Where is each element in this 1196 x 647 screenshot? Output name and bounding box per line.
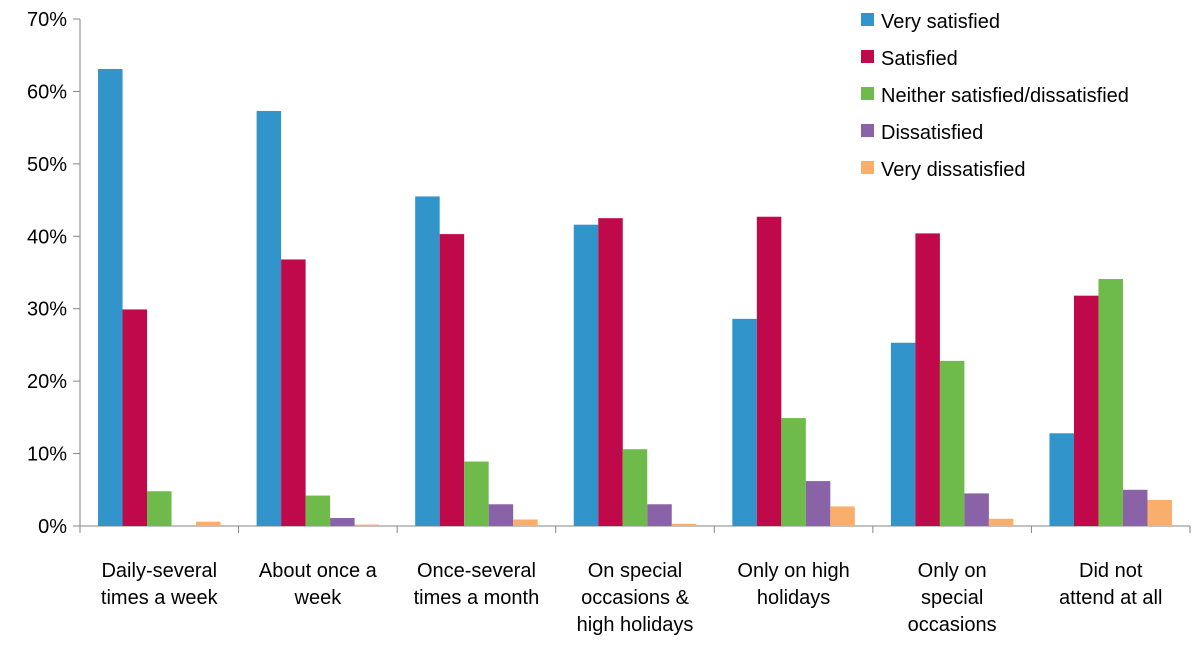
y-axis: 0% 10% 20% 30% 40% 50% 60% 70% xyxy=(27,9,81,538)
category-label: Daily-several times a week xyxy=(101,560,219,609)
bar xyxy=(647,504,672,526)
bars xyxy=(98,68,1172,527)
bar xyxy=(196,521,221,526)
y-tick-label: 30% xyxy=(27,299,67,321)
bar xyxy=(598,218,623,526)
bar xyxy=(1073,295,1099,526)
bar xyxy=(147,491,172,526)
bar xyxy=(805,481,831,526)
legend-swatch xyxy=(861,13,874,26)
bar xyxy=(122,309,148,526)
category-label: Did not attend at all xyxy=(1059,560,1162,609)
y-tick-label: 50% xyxy=(27,154,67,176)
bar xyxy=(415,196,440,526)
x-axis: Daily-several times a week About once a wee… xyxy=(79,525,1191,636)
bar xyxy=(513,519,538,526)
bar xyxy=(671,523,697,526)
legend-swatch xyxy=(861,50,874,63)
bar xyxy=(1098,279,1123,526)
bar xyxy=(330,518,355,526)
bar xyxy=(1049,433,1074,526)
bar xyxy=(732,318,757,526)
bar xyxy=(464,461,489,526)
bar xyxy=(756,216,782,527)
bar xyxy=(964,493,989,526)
bar xyxy=(256,110,282,526)
y-tick-label: 20% xyxy=(27,371,67,393)
category-label: Only on high holidays xyxy=(737,560,849,609)
bar xyxy=(939,360,965,526)
bar xyxy=(439,234,465,526)
bar xyxy=(1122,489,1148,526)
category-label: Once-several times a month xyxy=(414,560,540,609)
bar xyxy=(915,233,940,527)
y-tick-label: 10% xyxy=(27,444,67,466)
bar xyxy=(98,68,123,527)
y-tick-label: 70% xyxy=(27,9,67,31)
category-label: On special occasions & high holidays xyxy=(577,560,694,636)
y-tick-label: 0% xyxy=(38,516,67,538)
bar xyxy=(1147,499,1172,526)
legend-label: Neither satisfied/dissatisfied xyxy=(881,85,1129,107)
category-label: About once a week xyxy=(259,560,378,609)
y-tick-label: 60% xyxy=(27,81,67,103)
legend-swatch xyxy=(861,161,874,174)
y-tick-label: 40% xyxy=(27,226,67,248)
legend: Very satisfied Satisfied Neither satisfied… xyxy=(861,11,1129,181)
legend-label: Satisfied xyxy=(881,48,958,70)
legend-label: Very satisfied xyxy=(881,11,1000,33)
bar xyxy=(305,495,331,526)
bar xyxy=(354,524,380,526)
bar xyxy=(573,224,599,526)
bar xyxy=(890,342,916,526)
legend-swatch xyxy=(861,87,874,100)
legend-swatch xyxy=(861,124,874,137)
bar xyxy=(781,418,806,526)
bar xyxy=(830,506,855,526)
bar xyxy=(988,518,1014,526)
bar xyxy=(281,259,306,526)
legend-label: Dissatisfied xyxy=(881,122,983,144)
legend-label: Very dissatisfied xyxy=(881,159,1026,181)
bar xyxy=(622,449,648,526)
bar xyxy=(488,504,514,526)
category-label: Only on special occasions xyxy=(908,560,997,636)
